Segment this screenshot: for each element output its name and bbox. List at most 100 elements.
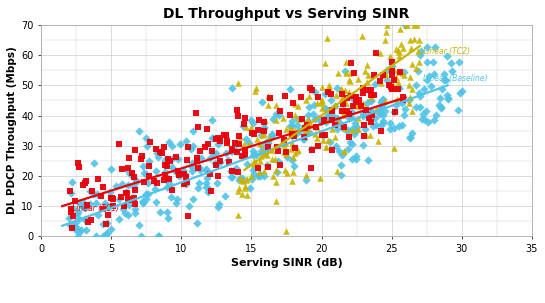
Point [340, 148, 348, 153]
Point [166, 159, 175, 164]
Point [391, 75, 400, 79]
Point [187, 165, 196, 170]
Point [271, 112, 280, 116]
Point [236, 175, 245, 180]
Point [292, 122, 301, 127]
Point [278, 115, 287, 120]
Point [75, 201, 84, 206]
Point [386, 127, 395, 132]
Point [164, 176, 173, 181]
Point [301, 120, 310, 125]
Point [321, 119, 330, 124]
Point [115, 142, 124, 146]
Point [130, 185, 138, 189]
Point [377, 81, 386, 85]
Point [82, 228, 90, 233]
Point [275, 130, 284, 135]
Point [376, 112, 384, 117]
Point [294, 147, 302, 152]
Point [405, 38, 414, 42]
Point [313, 135, 322, 140]
Point [376, 51, 385, 56]
Point [239, 179, 247, 184]
Point [368, 109, 377, 114]
Point [94, 212, 102, 217]
Point [343, 147, 352, 152]
Point [378, 97, 387, 102]
Point [119, 204, 128, 209]
Point [188, 168, 197, 173]
Point [280, 138, 288, 143]
Point [275, 108, 284, 113]
Point [107, 167, 116, 172]
Point [272, 145, 281, 150]
Point [227, 169, 236, 174]
Point [288, 169, 297, 174]
Point [258, 100, 267, 105]
Point [358, 90, 367, 95]
Point [254, 128, 263, 132]
Point [81, 218, 90, 222]
Point [153, 154, 162, 159]
Point [68, 225, 76, 230]
Point [367, 109, 376, 114]
Point [291, 146, 300, 151]
Point [201, 185, 210, 190]
Point [440, 78, 449, 83]
Point [196, 149, 205, 154]
Point [392, 102, 401, 107]
Point [395, 70, 403, 75]
Point [379, 73, 387, 78]
Point [160, 145, 168, 149]
Point [90, 161, 99, 166]
Point [366, 98, 375, 103]
Point [213, 205, 222, 210]
Point [272, 168, 281, 172]
Point [345, 112, 354, 117]
Point [339, 106, 348, 111]
Point [139, 171, 148, 176]
Point [232, 165, 240, 170]
Point [338, 94, 347, 99]
Point [66, 207, 75, 211]
Point [253, 173, 262, 178]
Point [115, 217, 124, 221]
Point [280, 150, 289, 155]
Point [269, 173, 277, 178]
Point [407, 87, 416, 92]
Point [240, 142, 249, 147]
Point [131, 202, 140, 207]
Point [346, 78, 354, 83]
Point [394, 53, 403, 58]
Point [428, 60, 437, 65]
Point [87, 188, 96, 193]
Point [288, 124, 296, 128]
Point [288, 131, 296, 136]
Point [256, 159, 264, 164]
Point [155, 210, 164, 215]
Point [235, 135, 244, 140]
Point [354, 104, 362, 109]
Point [335, 120, 344, 125]
Point [322, 114, 330, 119]
Point [359, 114, 367, 118]
Point [249, 152, 258, 157]
Point [457, 88, 466, 93]
Point [425, 74, 434, 78]
Point [337, 108, 346, 113]
Point [251, 89, 259, 94]
Point [355, 97, 364, 102]
Point [318, 84, 326, 89]
Point [350, 93, 359, 98]
Point [300, 135, 308, 140]
Point [202, 181, 210, 186]
Point [408, 109, 417, 114]
Point [387, 85, 396, 90]
Point [378, 98, 386, 103]
Point [317, 120, 326, 125]
Point [380, 38, 389, 43]
Point [427, 84, 435, 88]
Point [222, 150, 231, 155]
Point [75, 164, 83, 169]
Point [286, 113, 295, 118]
